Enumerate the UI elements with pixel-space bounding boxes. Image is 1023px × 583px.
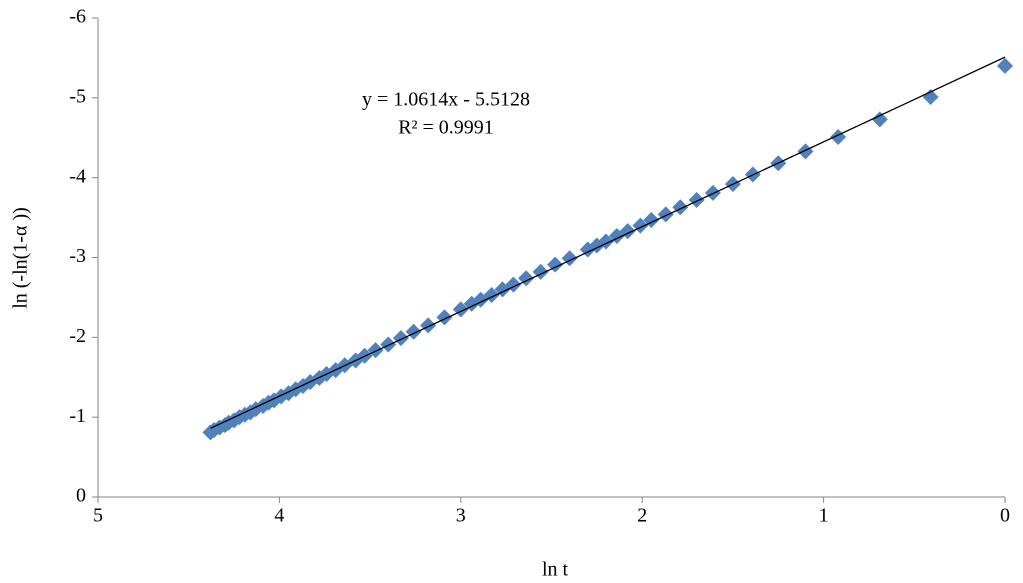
data-point	[657, 206, 674, 223]
trendline	[210, 56, 1006, 429]
y-tick-label: -1	[69, 405, 86, 427]
y-tick-label: -2	[69, 325, 86, 347]
y-tick-label: -5	[69, 85, 86, 107]
data-point	[672, 199, 689, 216]
r-squared: R² = 0.9991	[398, 117, 494, 139]
data-point	[704, 184, 721, 201]
x-tick-label: 0	[1000, 505, 1010, 527]
data-point	[392, 330, 409, 347]
data-point	[688, 192, 705, 209]
x-tick-label: 5	[93, 505, 103, 527]
x-axis-title: ln t	[542, 559, 569, 581]
data-point	[436, 309, 453, 326]
y-tick-label: -6	[69, 6, 86, 28]
x-tick-label: 4	[274, 505, 284, 527]
data-point	[420, 317, 437, 334]
y-tick-label: -4	[69, 165, 86, 187]
data-point	[797, 143, 814, 160]
y-tick-label: 0	[76, 485, 86, 507]
data-point	[830, 128, 847, 145]
x-tick-label: 2	[637, 505, 647, 527]
equation: y = 1.0614x - 5.5128	[362, 89, 530, 111]
data-point	[871, 111, 888, 128]
y-axis-title: ln (-ln(1-α ))	[10, 207, 32, 309]
data-point	[367, 342, 384, 359]
data-point	[202, 424, 219, 441]
x-tick-label: 3	[456, 505, 466, 527]
data-point	[997, 57, 1013, 74]
x-tick-label: 1	[819, 505, 829, 527]
y-tick-label: -3	[69, 245, 86, 267]
data-point	[380, 336, 397, 353]
